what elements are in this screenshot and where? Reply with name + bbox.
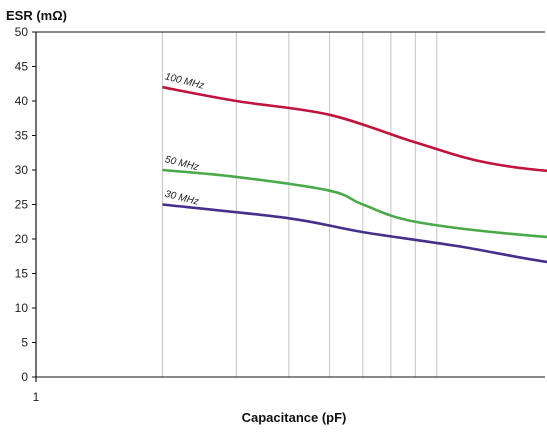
y-tick-label: 45 [15,60,29,74]
y-tick-label: 35 [15,129,29,143]
y-tick-label: 10 [15,301,29,315]
series-line-100-mhz [162,85,547,173]
y-tick-label: 50 [15,25,29,39]
y-axis-label: ESR (mΩ) [6,8,67,23]
y-tick-label: 25 [15,198,29,212]
y-tick-label: 40 [15,94,29,108]
series-lines [162,85,547,264]
x-axis-label: Capacitance (pF) [242,410,347,425]
series-line-30-mhz [162,203,547,264]
y-tick-label: 5 [21,336,28,350]
y-tick-label: 0 [21,370,28,384]
y-tick-label: 30 [15,163,29,177]
y-tick-label: 15 [15,267,29,281]
y-tick-label: 20 [15,232,29,246]
series-line-50-mhz [162,168,547,239]
x-tick-label: 1 [33,390,40,404]
